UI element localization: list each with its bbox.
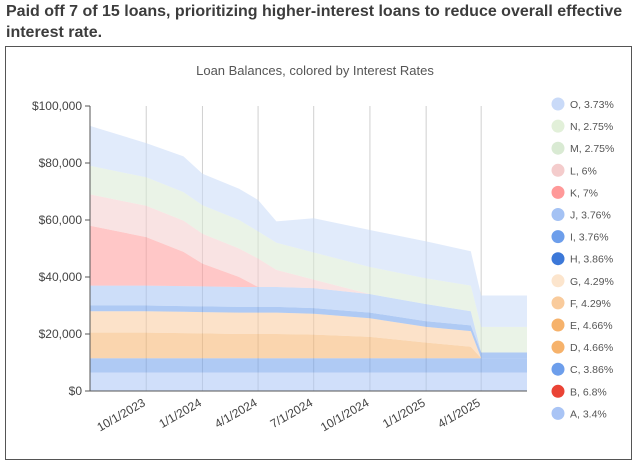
series-area bbox=[90, 194, 527, 353]
chart-headline: Paid off 7 of 15 loans, prioritizing hig… bbox=[6, 3, 623, 41]
legend-label: H, 3.86% bbox=[570, 254, 613, 266]
x-tick-label: 1/1/2024 bbox=[156, 395, 204, 431]
series-area bbox=[90, 332, 527, 359]
y-tick-label: $60,000 bbox=[39, 213, 83, 227]
series-area bbox=[90, 285, 527, 353]
legend-label: C, 3.86% bbox=[570, 364, 613, 376]
legend-label: K, 7% bbox=[570, 187, 598, 199]
legend-marker bbox=[551, 163, 565, 177]
legend-marker bbox=[551, 230, 565, 244]
series-area bbox=[90, 225, 527, 353]
legend-marker bbox=[551, 406, 565, 420]
legend-label: B, 6.8% bbox=[570, 386, 607, 398]
legend-marker bbox=[551, 141, 565, 155]
legend-label: D, 4.66% bbox=[570, 342, 613, 354]
legend-marker bbox=[551, 119, 565, 133]
series-area bbox=[90, 372, 527, 391]
x-tick-label: 4/1/2024 bbox=[212, 395, 260, 431]
legend-label: F, 4.29% bbox=[570, 298, 611, 310]
legend-marker bbox=[551, 296, 565, 310]
y-tick-label: $100,000 bbox=[32, 99, 82, 113]
x-tick-label: 10/1/2023 bbox=[94, 395, 148, 434]
legend-marker bbox=[551, 384, 565, 398]
series-area bbox=[90, 311, 527, 359]
legend-label: G, 4.29% bbox=[570, 276, 614, 288]
legend-marker bbox=[551, 185, 565, 199]
legend-label: A, 3.4% bbox=[570, 408, 607, 420]
legend-marker bbox=[551, 362, 565, 376]
legend-marker bbox=[551, 318, 565, 332]
legend-marker bbox=[551, 274, 565, 288]
series-area bbox=[90, 305, 527, 359]
x-tick-label: 7/1/2024 bbox=[268, 395, 316, 431]
legend-label: I, 3.76% bbox=[570, 232, 609, 244]
x-tick-label: 1/1/2025 bbox=[380, 395, 428, 431]
legend-label: J, 3.76% bbox=[570, 210, 611, 222]
x-tick-label: 10/1/2024 bbox=[318, 395, 372, 434]
legend-label: E, 4.66% bbox=[570, 320, 613, 332]
legend-label: M, 2.75% bbox=[570, 143, 614, 155]
legend-marker bbox=[551, 208, 565, 221]
y-tick-label: $80,000 bbox=[39, 156, 83, 170]
y-tick-label: $0 bbox=[69, 384, 83, 398]
legend-marker bbox=[551, 340, 565, 354]
legend-label: O, 3.73% bbox=[570, 99, 614, 111]
series-area bbox=[90, 358, 527, 373]
series-area bbox=[90, 125, 527, 327]
legend-label: L, 6% bbox=[570, 165, 597, 177]
y-tick-label: $40,000 bbox=[39, 270, 83, 284]
legend-label: N, 2.75% bbox=[570, 121, 613, 133]
x-tick-label: 4/1/2025 bbox=[435, 395, 483, 431]
series-area bbox=[90, 165, 527, 353]
y-tick-label: $20,000 bbox=[39, 327, 83, 341]
legend-marker bbox=[551, 97, 565, 111]
chart-title: Loan Balances, colored by Interest Rates bbox=[196, 63, 434, 78]
legend-marker bbox=[551, 252, 565, 266]
